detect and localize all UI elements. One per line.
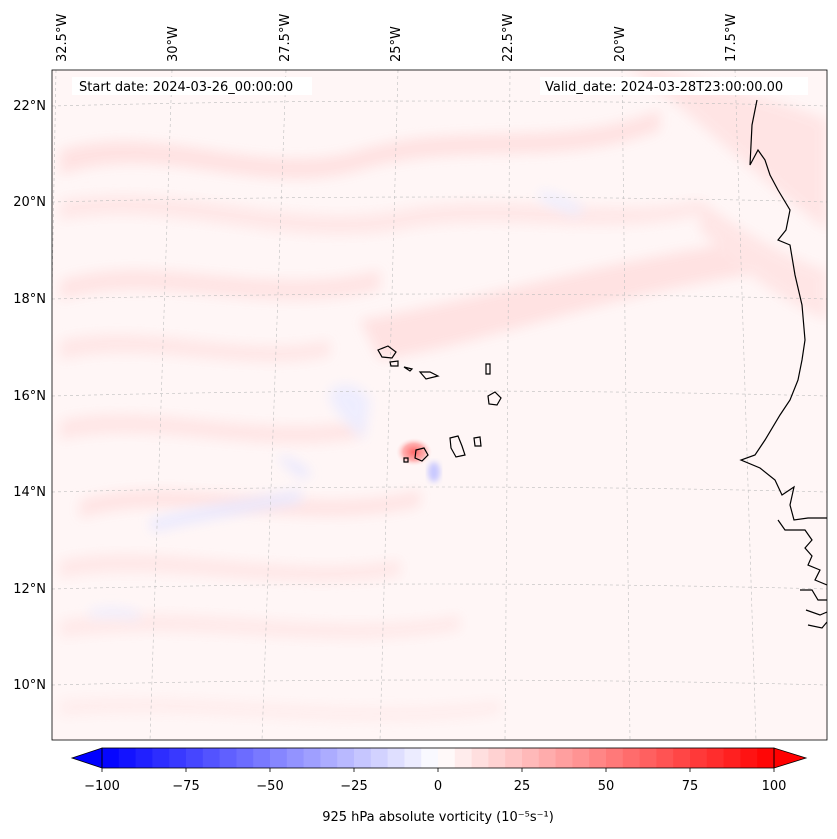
island-santo-antao: [377, 345, 397, 359]
lat-label: 12°N: [13, 582, 46, 597]
colorbar-cells: [102, 748, 775, 768]
lon-label: 30°W: [166, 26, 181, 62]
colorbar-cell: [438, 748, 456, 768]
colorbar-tick-label: 25: [514, 779, 531, 794]
lon-label: 32.5°W: [55, 14, 70, 62]
colorbar-cell: [723, 748, 741, 768]
island-boa-vista: [487, 391, 502, 406]
colorbar-cell: [102, 748, 120, 768]
colorbar-cell: [454, 748, 473, 768]
colorbar-cell: [538, 748, 557, 768]
lat-label: 18°N: [13, 292, 46, 307]
valid-date-label: Valid_date: 2024-03-28T23:00:00.00: [545, 80, 783, 95]
colorbar-extend-max: [773, 747, 808, 769]
colorbar-cell: [656, 748, 674, 768]
longitude-labels: 32.5°W 30°W 27.5°W 25°W 22.5°W 20°W 17.5…: [55, 14, 739, 62]
lon-label: 20°W: [613, 26, 628, 62]
colorbar-cell: [370, 748, 389, 768]
colorbar-tick-label: 100: [762, 779, 787, 794]
colorbar-cell: [589, 748, 607, 768]
gridlines: [52, 70, 827, 740]
colorbar-cell: [505, 748, 523, 768]
colorbar-cell: [152, 748, 170, 768]
lat-label: 20°N: [13, 195, 46, 210]
start-date-label: Start date: 2024-03-26_00:00:00: [79, 80, 293, 95]
lon-label: 25°W: [389, 26, 404, 62]
island-sao-vicente: [389, 360, 399, 367]
colorbar-cell: [202, 748, 221, 768]
coastlines: [377, 99, 827, 629]
colorbar-cell: [606, 748, 624, 768]
colorbar-cell: [320, 748, 338, 768]
lon-label: 27.5°W: [278, 14, 293, 62]
island-maio: [473, 436, 482, 447]
colorbar-cell: [118, 748, 137, 768]
colorbar-tick-label: −100: [84, 779, 120, 794]
colorbar-cell: [757, 748, 775, 768]
colorbar-cell: [354, 748, 372, 768]
senegal-gambia-coast: [777, 519, 827, 586]
colorbar-cell: [622, 748, 641, 768]
colorbar-cell: [488, 748, 506, 768]
colorbar-cell: [337, 748, 355, 768]
colorbar-cell: [421, 748, 439, 768]
colorbar-cell: [169, 748, 187, 768]
lat-label: 14°N: [13, 485, 46, 500]
colorbar-tick-label: 50: [598, 779, 615, 794]
vorticity-maximum: [396, 438, 432, 466]
colorbar-cell: [236, 748, 254, 768]
colorbar-label: 925 hPa absolute vorticity (10⁻⁵s⁻¹): [322, 810, 554, 825]
colorbar-tick-label: −50: [256, 779, 283, 794]
colorbar-tick-label: 75: [682, 779, 699, 794]
west-africa-coast: [739, 99, 827, 521]
colorbar-cell: [522, 748, 540, 768]
colorbar-cell: [186, 748, 204, 768]
latitude-labels: 22°N 20°N 18°N 16°N 14°N 12°N 10°N: [13, 99, 46, 693]
colorbar-tick-label: −75: [172, 779, 199, 794]
map-background: [52, 70, 827, 740]
colorbar-cell: [639, 748, 657, 768]
map-frame: [51, 69, 828, 741]
colorbar-cell: [404, 748, 422, 768]
lat-label: 10°N: [13, 678, 46, 693]
colorbar-ticks: [101, 768, 775, 772]
colorbar-tick-labels: −100 −75 −50 −25 0 25 50 75 100: [84, 779, 786, 794]
island-fogo: [414, 447, 429, 462]
lat-label: 22°N: [13, 99, 46, 114]
island-sao-nicolau: [403, 366, 440, 380]
colorbar-extend-min: [70, 747, 103, 769]
colorbar: −100 −75 −50 −25 0 25 50 75 100 925 hPa …: [70, 747, 808, 825]
lon-label: 22.5°W: [501, 14, 516, 62]
valid-date-box: [540, 77, 808, 95]
colorbar-cell: [253, 748, 271, 768]
colorbar-cell: [471, 748, 489, 768]
colorbar-cell: [572, 748, 590, 768]
guinea-bissau-coast: [800, 589, 827, 629]
colorbar-cell: [673, 748, 691, 768]
vorticity-field: [60, 70, 827, 722]
colorbar-cell: [270, 748, 288, 768]
colorbar-cell: [219, 748, 237, 768]
start-date-box: [72, 77, 312, 95]
colorbar-cell: [387, 748, 405, 768]
colorbar-tick-label: −25: [340, 779, 367, 794]
island-santiago: [449, 435, 466, 458]
colorbar-cell: [286, 748, 305, 768]
colorbar-cell: [740, 748, 758, 768]
lat-label: 16°N: [13, 389, 46, 404]
colorbar-cell: [690, 748, 708, 768]
lon-label: 17.5°W: [724, 14, 739, 62]
colorbar-tick-label: 0: [434, 779, 442, 794]
colorbar-cell: [706, 748, 725, 768]
colorbar-cell: [555, 748, 573, 768]
island-brava: [403, 457, 409, 463]
vorticity-minimum: [428, 462, 440, 482]
island-sal: [485, 363, 491, 375]
colorbar-cell: [303, 748, 321, 768]
colorbar-cell: [135, 748, 153, 768]
map-panel: Start date: 2024-03-26_00:00:00 Valid_da…: [51, 69, 828, 741]
